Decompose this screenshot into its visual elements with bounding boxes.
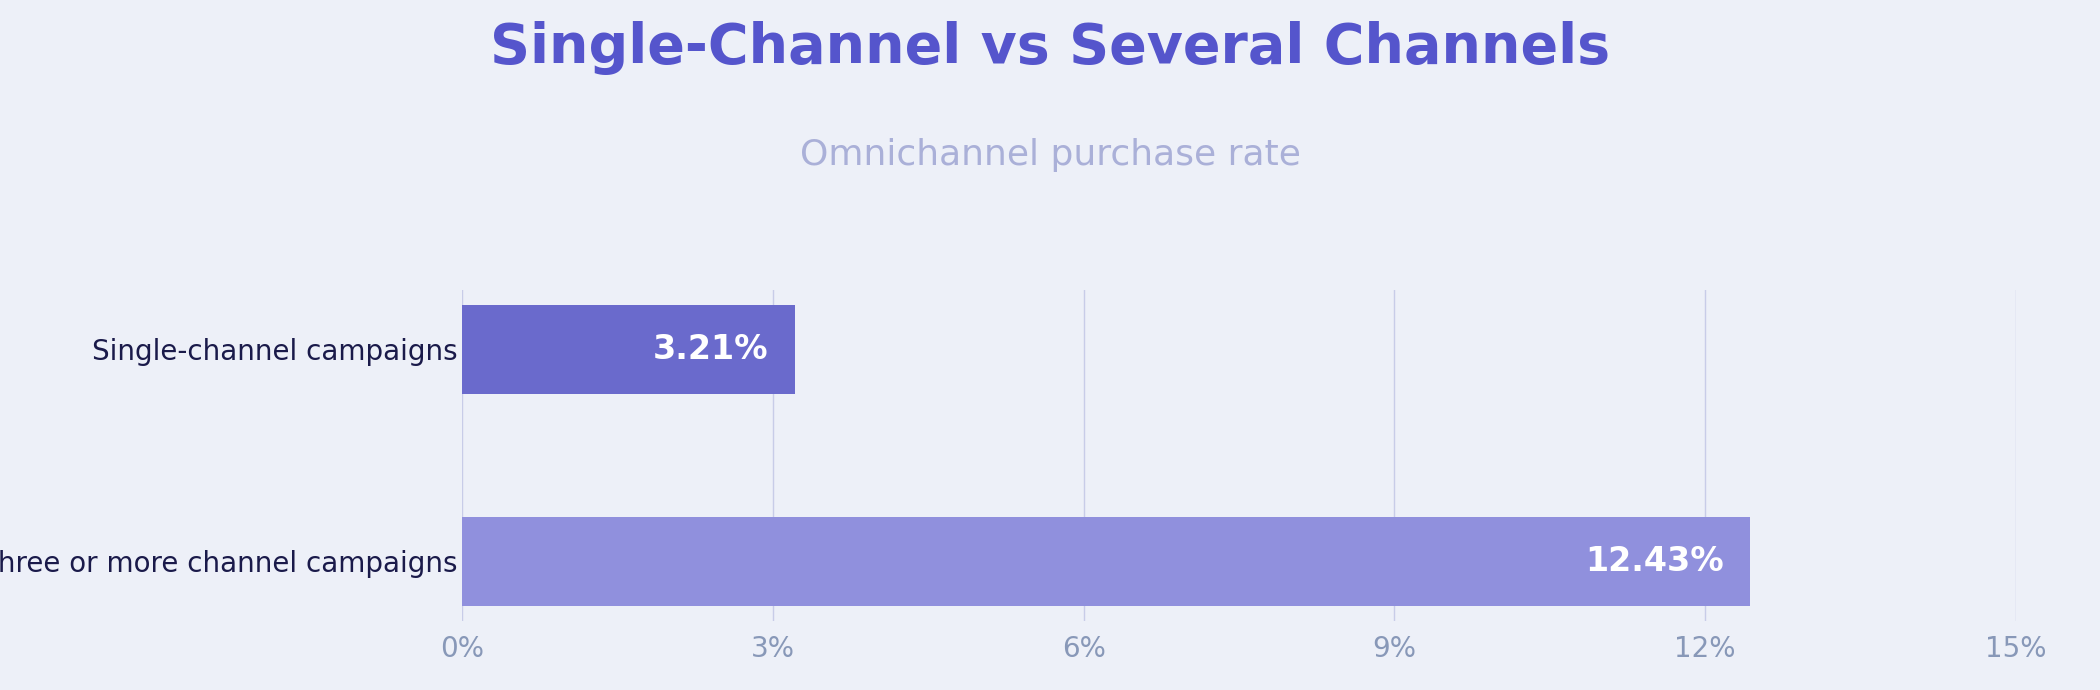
Text: Omnichannel purchase rate: Omnichannel purchase rate [800, 138, 1300, 172]
Text: 12.43%: 12.43% [1586, 545, 1724, 578]
Bar [462, 305, 794, 394]
Text: Single-Channel vs Several Channels: Single-Channel vs Several Channels [489, 21, 1611, 75]
Text: 3.21%: 3.21% [653, 333, 769, 366]
Bar [462, 517, 1749, 606]
